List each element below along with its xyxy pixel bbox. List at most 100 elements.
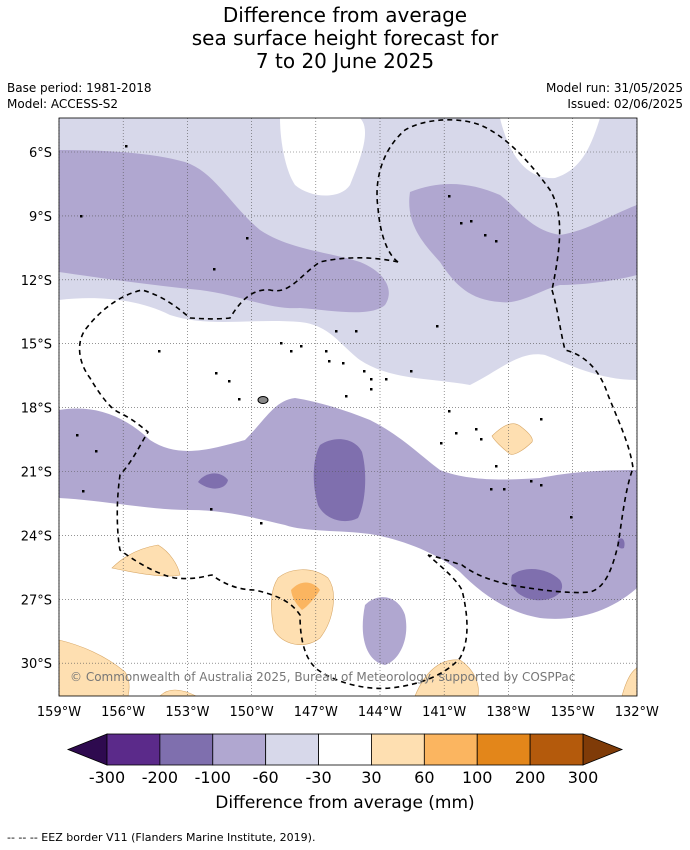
- island: [335, 330, 338, 333]
- colorbar-tick-label: -300: [89, 768, 125, 787]
- colorbar-tick-label: 60: [414, 768, 434, 787]
- island: [475, 428, 478, 431]
- map-title: Difference from average sea surface heig…: [0, 4, 690, 73]
- lon-label: 135°W: [551, 705, 595, 720]
- island: [460, 222, 463, 225]
- lat-label: 6°S: [29, 146, 52, 161]
- island: [495, 240, 498, 243]
- lon-label: 147°W: [294, 705, 338, 720]
- lon-label: 141°W: [422, 705, 466, 720]
- island: [328, 360, 331, 363]
- lat-label: 24°S: [21, 529, 52, 544]
- meta-right: Model run: 31/05/2025 Issued: 02/06/2025: [546, 80, 683, 112]
- colorbar-tick-label: -30: [305, 768, 331, 787]
- colorbar-tick-label: 100: [462, 768, 493, 787]
- colorbar-segment: [423, 733, 478, 766]
- island: [455, 432, 458, 435]
- island: [495, 465, 498, 468]
- lon-label: 159°W: [37, 705, 81, 720]
- lon-label: 132°W: [615, 705, 659, 720]
- lat-label: 15°S: [21, 338, 52, 353]
- colorbar-segment: [159, 733, 214, 766]
- colorbar: -300 -200 -100 -60 -30 30 60 100 200 300: [66, 733, 624, 787]
- island: [213, 268, 216, 271]
- footnote: -- -- -- EEZ border V11 (Flanders Marine…: [7, 831, 316, 844]
- title-line-3: 7 to 20 June 2025: [255, 49, 435, 73]
- island: [410, 370, 413, 373]
- issued-date: Issued: 02/06/2025: [567, 97, 683, 111]
- island: [370, 378, 373, 381]
- island: [290, 350, 293, 353]
- meta-left: Base period: 1981-2018 Model: ACCESS-S2: [7, 80, 152, 112]
- colorbar-tick-label: 200: [515, 768, 546, 787]
- island: [345, 395, 348, 398]
- model-run: Model run: 31/05/2025: [545, 81, 683, 95]
- island: [470, 220, 473, 223]
- colorbar-segment: [265, 733, 319, 766]
- colorbar-tick-label: 300: [568, 768, 599, 787]
- island: [448, 195, 451, 198]
- lat-label: 27°S: [21, 593, 52, 608]
- colorbar-segment: [371, 733, 425, 766]
- colorbar-tick-label: -100: [195, 768, 231, 787]
- eez-border-french-polynesia: [427, 289, 634, 594]
- title-line-2: sea surface height forecast for: [191, 26, 499, 50]
- lat-label: 21°S: [21, 466, 52, 481]
- island: [280, 342, 283, 345]
- eez-border-kiribati: [376, 119, 561, 291]
- colorbar-tick-label: 30: [361, 768, 381, 787]
- lon-label: 153°W: [165, 705, 209, 720]
- model-name: Model: ACCESS-S2: [7, 97, 119, 111]
- island: [95, 450, 98, 453]
- colorbar-segment: [106, 733, 161, 766]
- map-frame: [58, 117, 638, 697]
- colorbar-over-arrow: [582, 733, 624, 766]
- field-orange: [291, 582, 320, 610]
- colorbar-tick-label: -200: [142, 768, 178, 787]
- island: [76, 434, 79, 437]
- island: [503, 488, 506, 491]
- island: [238, 398, 241, 401]
- base-period: Base period: 1981-2018: [7, 81, 152, 95]
- island: [448, 410, 451, 413]
- eez-borders: [78, 119, 634, 690]
- island: [385, 378, 388, 381]
- latitude-labels: 6°S 9°S 12°S 15°S 18°S 21°S 24°S 27°S 30°S: [21, 146, 52, 672]
- island-atoll: [257, 396, 269, 404]
- lat-label: 30°S: [21, 657, 52, 672]
- island: [215, 372, 218, 375]
- island: [540, 484, 543, 487]
- island: [540, 418, 543, 421]
- island: [570, 516, 573, 519]
- colorbar-segment: [212, 733, 267, 766]
- lon-label: 138°W: [486, 705, 530, 720]
- island: [342, 362, 345, 365]
- island: [480, 438, 483, 441]
- colorbar-segment: [529, 733, 584, 766]
- lon-label: 144°W: [358, 705, 402, 720]
- eez-border-cook-islands: [78, 257, 468, 690]
- island: [246, 237, 249, 240]
- field-dark-purple: [198, 439, 625, 601]
- copyright-text: © Commonwealth of Australia 2025, Bureau…: [70, 670, 575, 684]
- island: [490, 488, 493, 491]
- island: [484, 234, 487, 237]
- colorbar-segment: [318, 733, 372, 766]
- island: [370, 388, 373, 391]
- colorbar-tick-label: -60: [253, 768, 279, 787]
- island: [260, 522, 263, 525]
- colorbar-segment: [476, 733, 531, 766]
- lat-label: 18°S: [21, 402, 52, 417]
- lon-label: 150°W: [230, 705, 274, 720]
- island: [80, 215, 83, 218]
- island: [210, 508, 213, 511]
- island: [125, 145, 128, 148]
- lon-label: 156°W: [101, 705, 145, 720]
- anomaly-field: [59, 118, 637, 696]
- island: [440, 442, 443, 445]
- island: [530, 480, 533, 483]
- island: [436, 325, 439, 328]
- title-line-1: Difference from average: [222, 3, 468, 27]
- island: [363, 370, 366, 373]
